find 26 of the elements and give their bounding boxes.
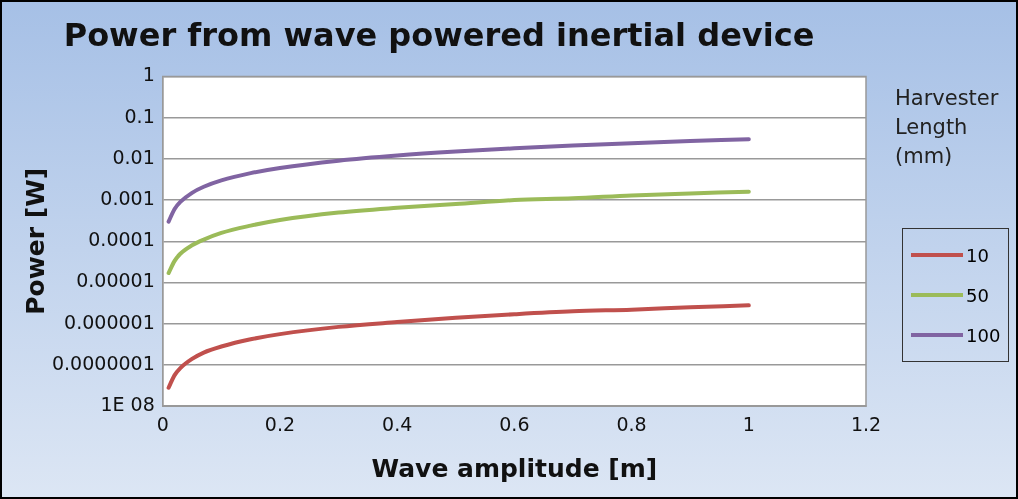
line-series: [166, 137, 751, 224]
x-tick-label: 0.2: [264, 412, 296, 435]
legend-label: 100: [966, 324, 1001, 346]
y-tick-label: 0.000001: [64, 310, 155, 333]
y-tick-label: 0.001: [100, 187, 155, 210]
chart-title: Power from wave powered inertial device: [63, 15, 815, 54]
y-tick-label: 1E 08: [100, 393, 155, 416]
y-tick-label: 0.01: [112, 145, 155, 168]
x-tick-label: 0.6: [499, 412, 530, 435]
x-tick-label: 0: [156, 412, 169, 435]
y-tick-label: 1: [142, 63, 155, 86]
legend-label: 50: [966, 284, 989, 306]
y-axis-title: Power [W]: [20, 167, 50, 315]
line-series: [166, 189, 751, 276]
legend-label: 10: [966, 244, 989, 266]
line-series: [166, 303, 751, 390]
y-tick-label: 0.0000001: [52, 351, 155, 374]
y-tick-label: 0.00001: [76, 269, 155, 292]
y-tick-label: 0.0001: [88, 228, 155, 251]
x-tick-label: 1: [742, 412, 755, 435]
y-tick-label: 0.1: [124, 104, 155, 127]
x-axis-title: Wave amplitude [m]: [371, 453, 658, 483]
legend-title: Harvester Length (mm): [895, 85, 1000, 170]
x-tick-label: 0.8: [616, 412, 647, 435]
x-tick-label: 0.4: [382, 412, 413, 435]
x-tick-label: 1.2: [850, 412, 882, 435]
